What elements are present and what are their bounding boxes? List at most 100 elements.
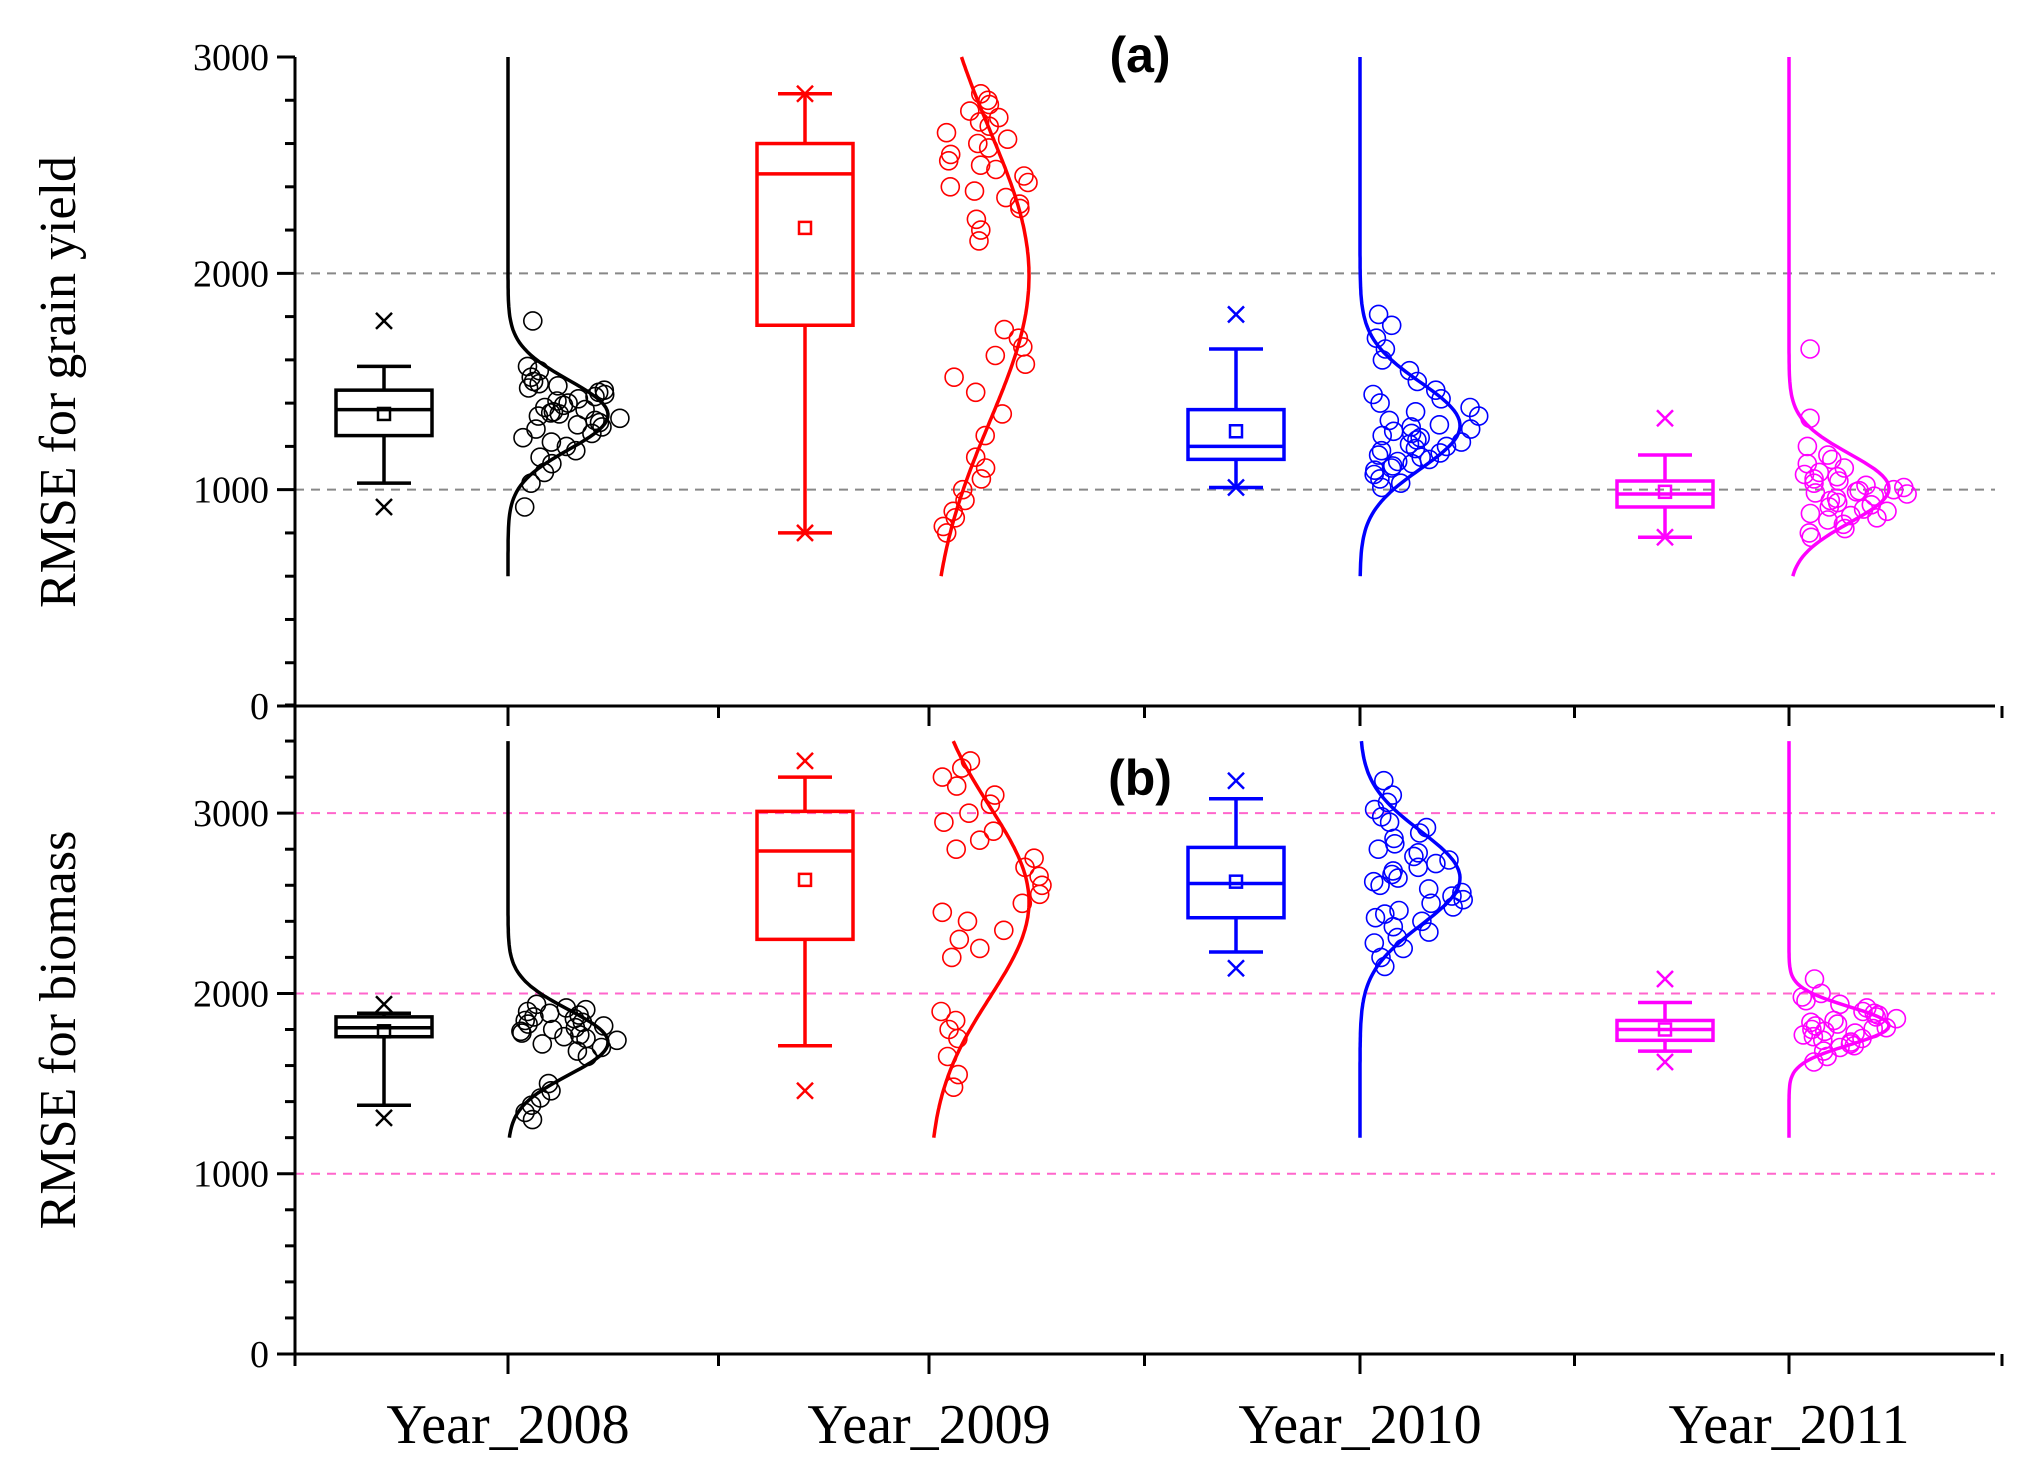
data-point [1453, 889, 1473, 910]
x-tick-label: Year_2008 [386, 1394, 629, 1456]
data-point [1409, 823, 1430, 843]
data-point [952, 479, 973, 500]
data-point [1401, 417, 1421, 437]
data-point [1381, 458, 1402, 478]
y-tick-label: 0 [250, 1334, 269, 1376]
data-point [538, 1073, 559, 1094]
data-point [955, 490, 975, 511]
data-point [1419, 922, 1439, 942]
series-Year_2008 [334, 57, 630, 577]
data-point [1387, 451, 1408, 472]
data-point [592, 417, 612, 437]
data-point [1797, 436, 1818, 457]
data-point [1008, 328, 1029, 349]
data-point [1794, 464, 1815, 485]
data-point [556, 998, 577, 1018]
data-point [1405, 401, 1426, 422]
y-tick-label: 0 [250, 686, 269, 728]
data-point [607, 1030, 627, 1051]
data-point [931, 1001, 951, 1022]
data-point [1014, 166, 1034, 186]
data-point [959, 803, 979, 824]
data-point [997, 129, 1018, 149]
data-point [1015, 354, 1036, 375]
min-marker-stroke [796, 524, 814, 542]
distribution-curve [506, 57, 610, 577]
data-point [1364, 933, 1385, 953]
data-point [1389, 900, 1409, 921]
data-point [518, 378, 539, 398]
data-point [975, 425, 996, 446]
data-point [957, 911, 978, 932]
max-marker [1227, 771, 1245, 790]
data-point [1853, 1001, 1873, 1022]
min-marker-stroke [1656, 528, 1674, 547]
data-point [1407, 430, 1427, 450]
data-point [1416, 817, 1437, 838]
data-point [610, 408, 630, 429]
data-point [970, 155, 991, 175]
mean-marker [797, 872, 813, 888]
data-point [996, 187, 1016, 208]
data-point [1800, 408, 1820, 429]
series-Year_2009 [755, 56, 1038, 577]
max-marker-stroke [1656, 409, 1674, 428]
data-point [594, 380, 615, 401]
data-point [1385, 833, 1405, 854]
data-point [1009, 194, 1030, 214]
data-point [1363, 871, 1384, 892]
data-point [1803, 1026, 1824, 1047]
data-point [943, 501, 964, 522]
data-point [1419, 449, 1440, 470]
distribution-curve [1787, 741, 1891, 1138]
data-point [1856, 475, 1876, 496]
min-marker [375, 498, 393, 516]
min-marker [1656, 528, 1674, 547]
data-point [593, 1016, 614, 1036]
data-point [1370, 875, 1390, 896]
data-point [1792, 987, 1813, 1007]
data-point [1024, 848, 1044, 869]
data-point [1430, 443, 1450, 463]
max-marker [796, 84, 814, 103]
data-point [932, 902, 953, 923]
data-point [530, 447, 550, 468]
max-marker [1656, 409, 1674, 428]
data-point [1822, 449, 1842, 470]
data-point [1830, 994, 1850, 1015]
data-point [985, 345, 1006, 366]
data-point [521, 473, 541, 494]
data-point [1363, 384, 1383, 405]
data-point [556, 436, 577, 457]
mean-marker [797, 220, 813, 236]
data-point [558, 393, 578, 413]
min-marker [796, 524, 814, 542]
min-marker-stroke [796, 1081, 814, 1100]
max-marker-stroke [375, 312, 393, 330]
data-point [971, 469, 992, 489]
series-Year_2008 [334, 741, 627, 1138]
max-marker [796, 752, 814, 770]
series-Year_2010 [1186, 57, 1489, 577]
panel-label: (b) [1108, 750, 1172, 806]
data-point [526, 419, 546, 439]
data-point [1849, 480, 1869, 501]
y-axis-title: RMSE for biomass [30, 831, 87, 1230]
data-point [959, 101, 980, 121]
data-point [1443, 897, 1463, 917]
data-point [576, 1028, 596, 1049]
data-point [1032, 875, 1052, 896]
data-point [941, 947, 962, 968]
data-point [1371, 806, 1392, 827]
data-point [943, 1077, 964, 1097]
data-point [969, 231, 989, 251]
data-point [1800, 339, 1820, 359]
mean-marker [1657, 1022, 1673, 1037]
data-point [986, 159, 1006, 180]
data-point [994, 319, 1015, 340]
data-point [964, 181, 985, 201]
data-point [543, 401, 564, 422]
max-marker [1227, 305, 1245, 324]
data-point [1442, 886, 1462, 906]
